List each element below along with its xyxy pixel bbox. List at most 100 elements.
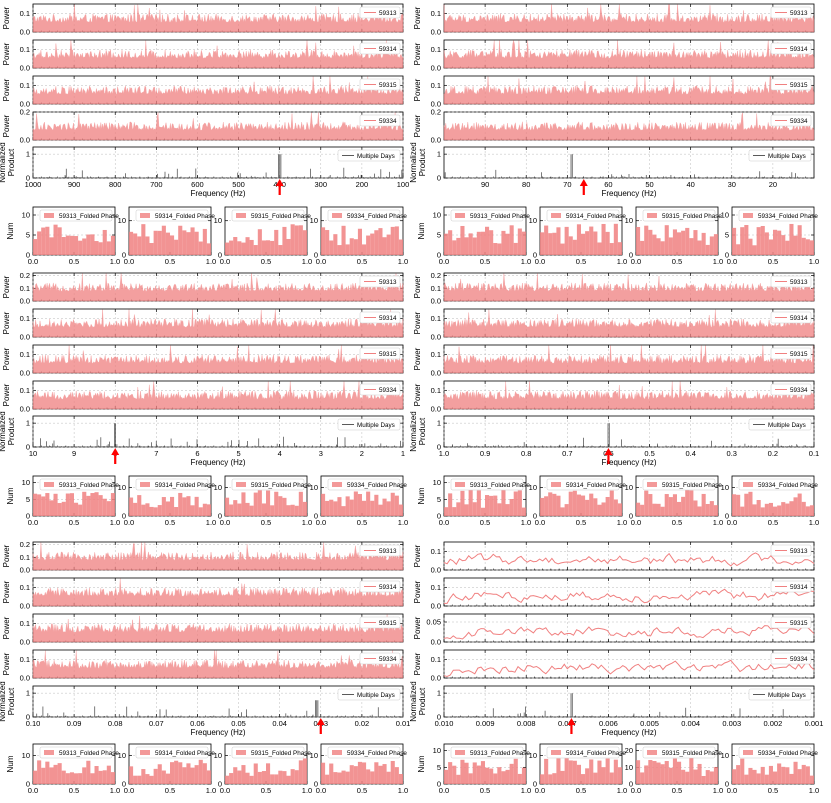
histogram-bar <box>601 502 606 516</box>
x-tick-label: 1.0 <box>617 257 627 266</box>
legend-box <box>770 275 812 288</box>
histogram-bar <box>202 763 207 784</box>
histogram-bar <box>556 227 561 255</box>
y-tick-label: 0 <box>437 780 441 789</box>
histogram-bar <box>648 229 653 255</box>
peak-arrow-head <box>579 179 588 186</box>
y-tick-label: 0.1 <box>20 553 30 562</box>
histogram-bar <box>202 503 207 516</box>
y-tick-label: 0 <box>725 251 729 260</box>
histogram-bar <box>781 766 786 784</box>
histogram-bar <box>564 504 569 516</box>
y-axis-label: Power <box>2 652 11 675</box>
legend-label: 59334 <box>790 656 808 663</box>
x-tick-label: 0.0 <box>631 786 641 795</box>
legend-label: 59334_Folded Phase <box>347 482 407 489</box>
y-tick-label: 10 <box>529 483 537 492</box>
histogram-bar <box>149 243 154 255</box>
legend-box <box>359 652 401 665</box>
histogram-bar <box>286 238 291 255</box>
power-subplot: 0.0 0.1 0.2 59313 Power <box>413 271 815 306</box>
histogram-bar <box>748 238 753 255</box>
histogram-bar <box>329 499 334 516</box>
histogram-bar <box>49 500 54 516</box>
x-tick-label: 90 <box>481 180 489 189</box>
histogram-bar <box>485 226 490 255</box>
y-tick-label: 10 <box>22 478 30 487</box>
histogram-bar <box>460 759 465 784</box>
histogram-bar <box>253 763 258 784</box>
histogram-bar <box>480 761 485 784</box>
histogram-bar <box>133 775 138 784</box>
x-tick-label: 0.007 <box>558 719 577 728</box>
legend-swatch <box>140 482 150 487</box>
histogram-bar <box>94 766 99 784</box>
histogram-bar <box>736 244 741 255</box>
y-tick-label: 5 <box>437 231 441 240</box>
histogram-bar <box>37 760 42 784</box>
histogram-bar <box>321 227 326 255</box>
y-axis-label: Num <box>6 755 15 772</box>
product-subplot: 0110987654321Multiple DaysNormalizedProd… <box>0 411 405 467</box>
legend-label: 59314 <box>790 46 808 53</box>
y-tick-label: 0 <box>26 780 30 789</box>
product-subplot: 0 1 90 80 70 60 50 40 30 20 Multiple Days Normalize… <box>409 142 815 198</box>
legend-label: 59334_Folded Phase <box>347 213 407 220</box>
x-tick-label: 0.5 <box>69 786 79 795</box>
histogram-bar <box>760 507 765 516</box>
histogram-bar <box>362 500 367 516</box>
histogram-bar <box>464 237 469 255</box>
legend-label: 59334 <box>379 656 397 663</box>
histogram-bar <box>286 775 291 784</box>
peak-arrow-head <box>275 179 284 186</box>
x-tick-label: 0.0 <box>124 257 134 266</box>
histogram-bar <box>74 773 79 784</box>
x-tick-label: 1.0 <box>206 786 216 795</box>
histogram-bar <box>290 769 295 784</box>
histogram-bar <box>640 772 645 784</box>
histogram-bar <box>713 767 718 784</box>
legend-box <box>337 418 401 431</box>
x-tick-label: 80 <box>522 180 530 189</box>
histogram-bar <box>190 767 195 784</box>
histogram-bar <box>613 223 618 255</box>
x-tick-label: 0.5 <box>672 518 682 527</box>
histogram-bar <box>593 498 598 516</box>
legend-swatch <box>455 213 465 218</box>
y-tick-label: 0.0 <box>20 333 30 342</box>
histogram-bar <box>294 770 299 784</box>
histogram-bar <box>41 227 46 255</box>
histogram-bar <box>609 490 614 516</box>
histogram-bar <box>644 765 649 784</box>
histogram-bar <box>736 765 741 784</box>
x-tick-label: 1 <box>401 449 405 458</box>
histogram-bar <box>773 229 778 255</box>
legend-box <box>231 209 305 222</box>
x-tick-label: 50 <box>645 180 653 189</box>
y-tick-label: 1 <box>437 689 441 698</box>
histogram-bar <box>540 774 545 784</box>
x-tick-label: 0.5 <box>69 518 79 527</box>
y-tick-label: 0.0 <box>20 136 30 145</box>
y-axis-label: Power <box>413 544 422 567</box>
power-subplot: 0.0 0.1 59315 Power <box>2 75 404 109</box>
legend-box <box>770 347 812 360</box>
histogram-bar <box>476 765 481 784</box>
folded-phase-histogram: 0 10 0.0 0.5 1.0 59315_Folded Phase <box>214 743 312 795</box>
histogram-bar <box>685 227 690 255</box>
y-axis-label: Normalized <box>409 681 418 721</box>
histogram-bar <box>78 240 83 255</box>
histogram-bar <box>497 503 502 516</box>
histogram-bar <box>69 493 74 516</box>
spectrum-series <box>443 552 815 567</box>
power-subplot: 0.0 0.1 59313 Power <box>2 3 404 37</box>
histogram-bar <box>90 773 95 784</box>
y-tick-label: 0.0 <box>431 405 441 414</box>
histogram-bar <box>102 770 107 784</box>
legend-label: 59313_Folded Phase <box>470 750 530 757</box>
histogram-bar <box>601 767 606 784</box>
histogram-bar <box>110 493 115 516</box>
histogram-bar <box>781 502 786 516</box>
histogram-bar <box>266 763 271 784</box>
histogram-bar <box>74 236 79 255</box>
